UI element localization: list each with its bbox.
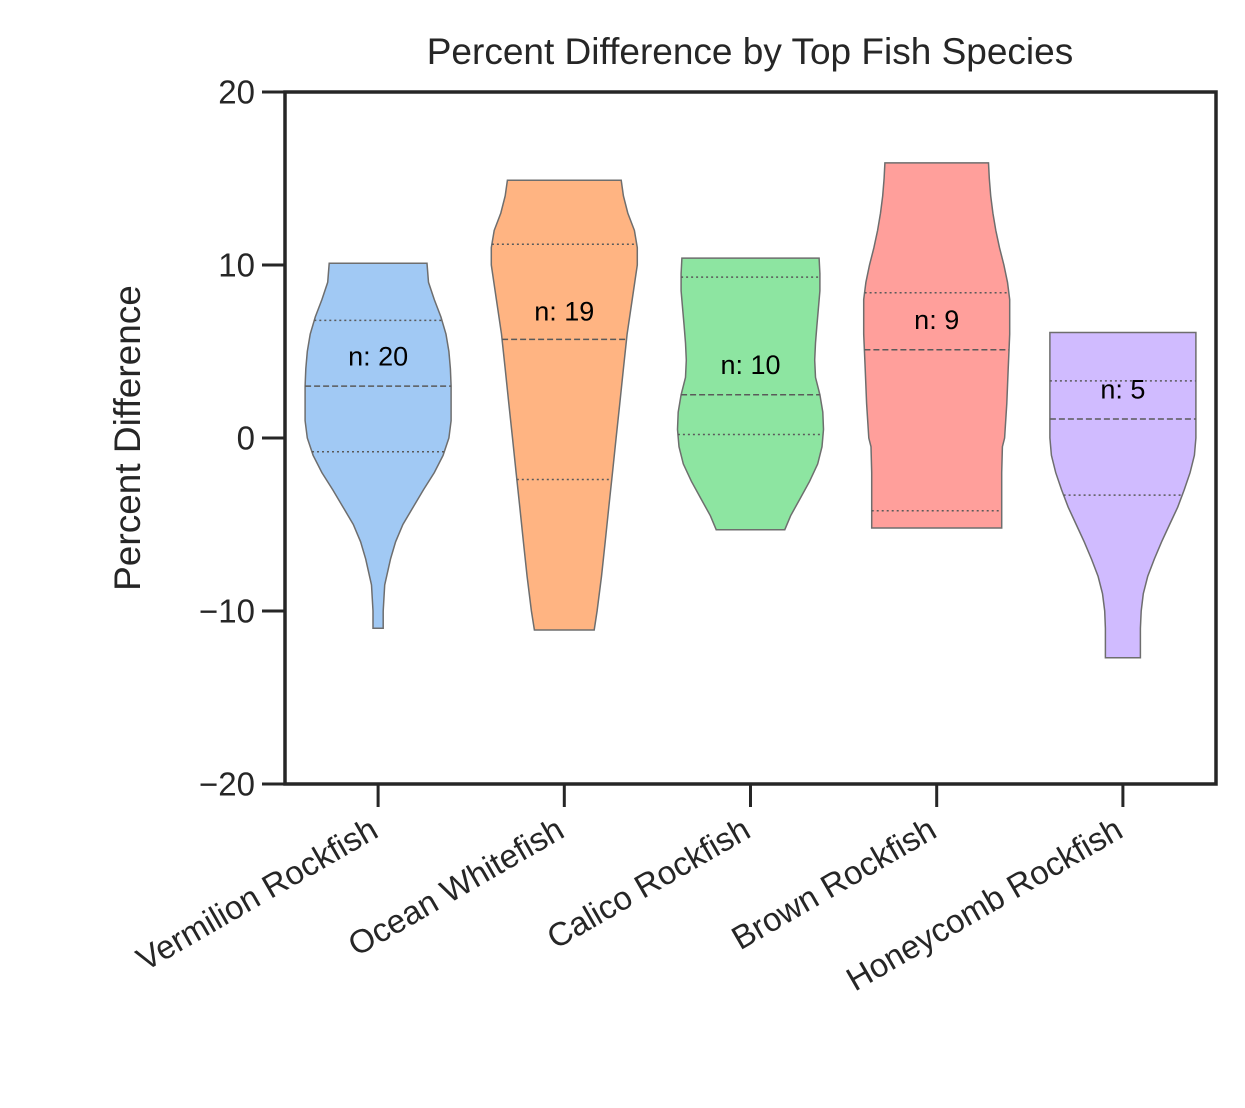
y-tick-label: 20	[218, 74, 255, 111]
sample-count-label: n: 9	[914, 305, 959, 335]
violin-body	[1049, 331, 1197, 659]
sample-count-label: n: 20	[348, 342, 408, 372]
violin-body	[304, 262, 452, 630]
y-tick-label: 10	[218, 247, 255, 284]
y-tick-label: −20	[199, 766, 255, 803]
sample-count-label: n: 19	[534, 297, 594, 327]
violin-body	[676, 257, 825, 531]
violin-body	[862, 162, 1011, 529]
y-axis-label: Percent Difference	[107, 285, 148, 591]
chart-title: Percent Difference by Top Fish Species	[427, 31, 1073, 72]
x-tick-label: Calico Rockfish	[541, 810, 756, 956]
x-tick-label: Vermilion Rockfish	[130, 810, 384, 978]
sample-count-label: n: 10	[720, 350, 780, 380]
violin-body	[490, 179, 639, 631]
y-tick-label: −10	[199, 593, 255, 630]
y-tick-label: 0	[237, 420, 255, 457]
sample-count-label: n: 5	[1100, 374, 1145, 404]
plot-area: n: 20 n: 19 n: 10 n: 9 n: 5 −20 −10 0 10 20 Vermil…	[130, 74, 1218, 998]
